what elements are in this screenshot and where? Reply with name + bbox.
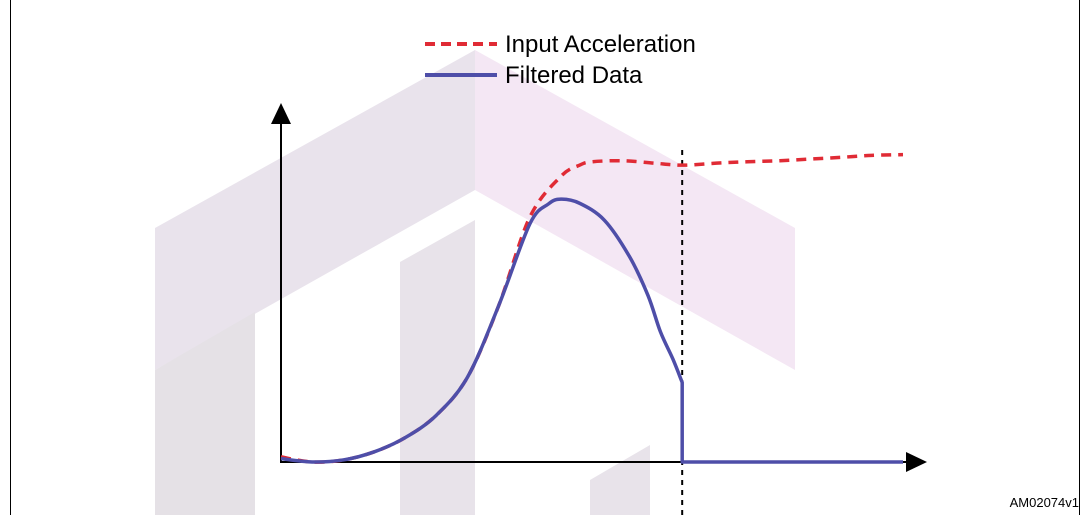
legend: Input Acceleration Filtered Data (425, 31, 696, 89)
watermark-shape-pillar (400, 220, 475, 515)
legend-label-filtered-data: Filtered Data (505, 62, 643, 89)
figure-id: AM02074v1 (1010, 495, 1079, 510)
x-axis-arrow (906, 452, 927, 472)
series-line-input-acceleration (280, 152, 904, 464)
watermark-shape-bottom-left (155, 312, 255, 515)
watermark-shape-bottom-right (590, 445, 650, 515)
series-line-filtered-data (280, 197, 903, 464)
legend-label-input-acceleration: Input Acceleration (505, 31, 696, 58)
y-axis-arrow (271, 103, 291, 124)
watermark-shape-left (155, 50, 475, 370)
watermark-shape-top (475, 50, 795, 370)
watermark-logo (155, 50, 795, 515)
